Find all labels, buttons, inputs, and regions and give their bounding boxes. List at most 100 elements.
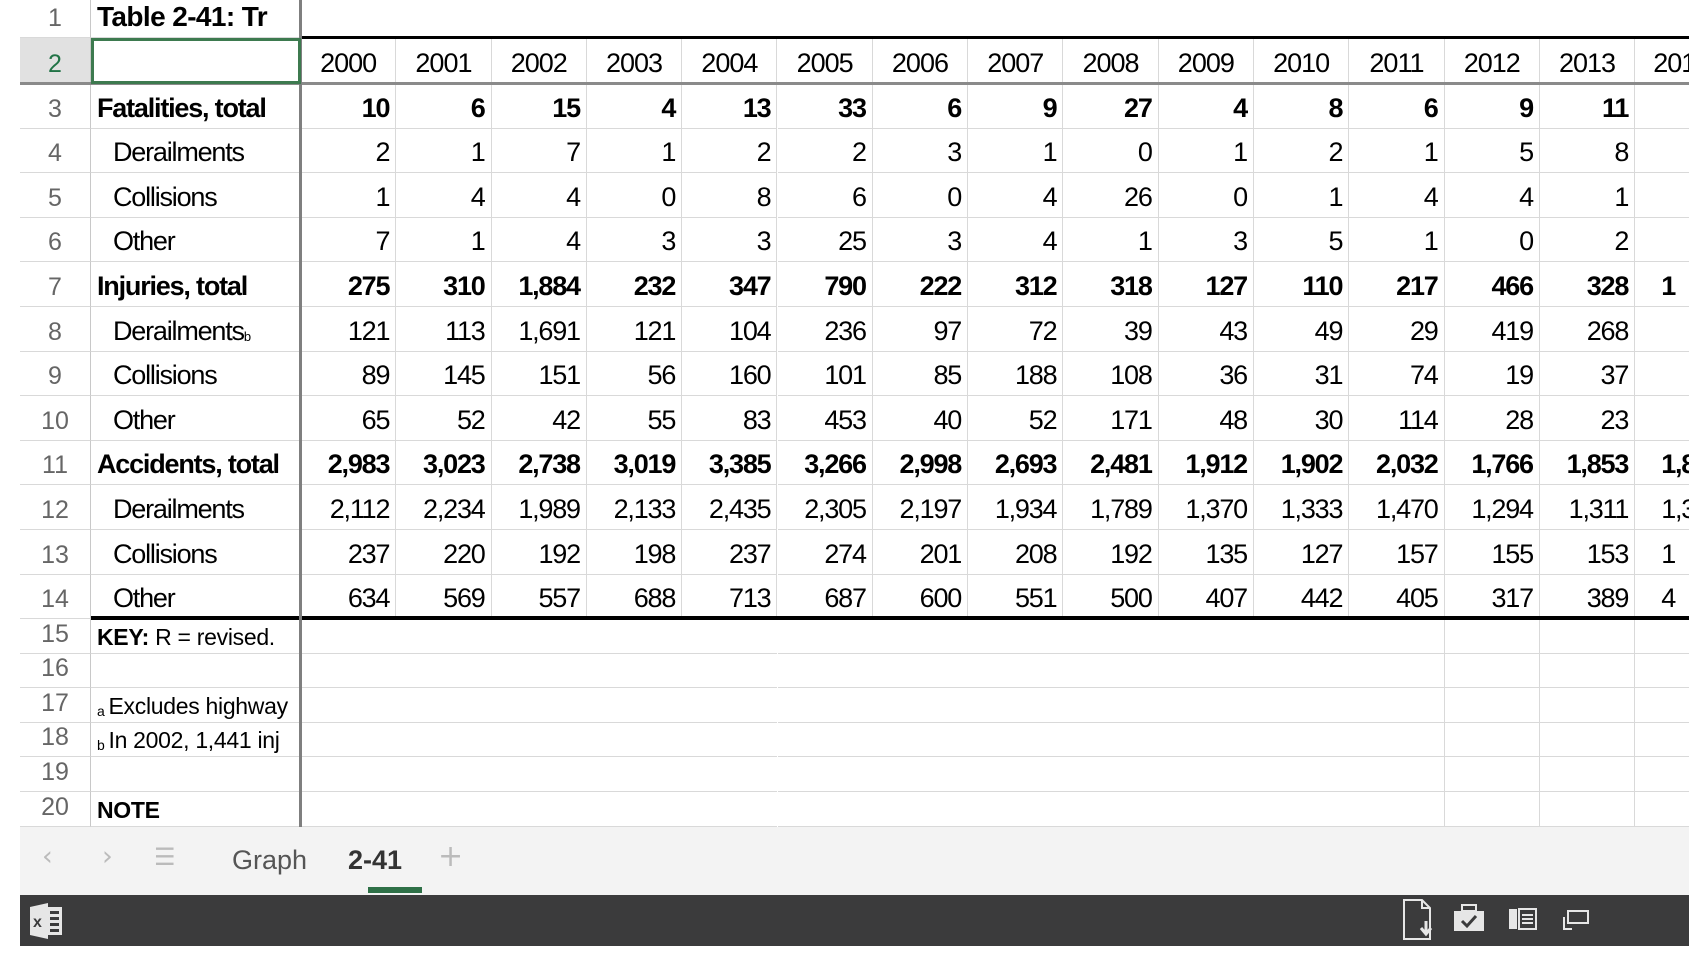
data-cell[interactable] — [777, 619, 873, 654]
data-cell[interactable]: 153 — [1539, 530, 1636, 575]
data-cell[interactable] — [777, 0, 873, 38]
data-cell[interactable]: 127 — [1254, 530, 1350, 575]
data-cell[interactable]: 83 — [682, 396, 778, 441]
data-cell[interactable]: 1 — [301, 173, 397, 218]
data-cell[interactable]: 7 — [301, 217, 397, 263]
cell-a17[interactable]: a Excludes highway — [91, 688, 301, 723]
data-cell[interactable]: 155 — [1444, 530, 1540, 575]
data-cell[interactable]: 268 — [1539, 307, 1636, 352]
year-header[interactable]: 2008 — [1063, 38, 1159, 84]
data-cell[interactable] — [1635, 619, 1689, 654]
data-cell[interactable]: 1,311 — [1539, 485, 1636, 530]
data-cell[interactable] — [491, 688, 587, 723]
row-header[interactable]: 16 — [20, 653, 91, 689]
data-cell[interactable] — [1635, 792, 1689, 827]
cell-a18[interactable]: b In 2002, 1,441 inj — [91, 722, 301, 758]
data-cell[interactable]: 4 — [1158, 84, 1254, 129]
data-cell[interactable] — [968, 792, 1064, 827]
data-cell[interactable] — [1444, 792, 1540, 827]
data-cell[interactable]: 1,853 — [1539, 440, 1636, 486]
data-cell[interactable]: 2 — [1539, 217, 1636, 263]
data-cell[interactable] — [1254, 619, 1350, 654]
selected-cell-a2[interactable] — [91, 38, 301, 84]
data-cell[interactable]: 9 — [1444, 84, 1540, 129]
cell-a8[interactable]: Derailments b — [91, 307, 301, 352]
data-cell[interactable]: 113 — [396, 307, 492, 352]
data-cell[interactable] — [1539, 792, 1636, 827]
data-cell[interactable]: 198 — [586, 530, 683, 575]
data-cell[interactable] — [1349, 653, 1445, 689]
briefcase-check-icon[interactable] — [1452, 903, 1486, 935]
data-cell[interactable]: 49 — [1254, 307, 1350, 352]
data-cell[interactable] — [1063, 654, 1159, 689]
data-cell[interactable] — [491, 0, 587, 38]
row-header[interactable]: 2 — [20, 38, 91, 84]
data-cell[interactable]: 3,019 — [586, 440, 683, 486]
data-cell[interactable]: 347 — [682, 262, 778, 307]
data-cell[interactable]: 1,370 — [1158, 485, 1254, 530]
data-cell[interactable] — [1254, 792, 1350, 827]
data-cell[interactable]: 3 — [586, 217, 683, 263]
data-cell[interactable]: 201 — [872, 530, 969, 575]
data-cell[interactable]: 3,385 — [682, 440, 778, 486]
data-cell[interactable] — [586, 654, 683, 689]
row-header[interactable]: 18 — [20, 722, 91, 758]
tab-2-41[interactable]: 2-41 — [348, 845, 403, 875]
data-cell[interactable]: 237 — [682, 530, 778, 575]
data-cell[interactable]: 104 — [682, 307, 778, 352]
data-cell[interactable] — [1635, 654, 1689, 689]
year-header[interactable]: 2011 — [1349, 38, 1445, 84]
cell-a12[interactable]: Derailments — [91, 485, 301, 530]
data-cell[interactable]: 8 — [1254, 84, 1350, 129]
data-cell[interactable] — [682, 654, 778, 689]
spreadsheet-grid[interactable]: 1 Table 2-41: Tr 2 2000 2001 2002 2003 2004 2005… — [20, 0, 1689, 827]
data-cell[interactable] — [1635, 173, 1689, 218]
data-cell[interactable]: 3 — [872, 128, 969, 174]
data-cell[interactable]: 192 — [491, 530, 587, 575]
data-cell[interactable]: 135 — [1158, 530, 1254, 575]
data-cell[interactable]: 2,234 — [396, 485, 492, 530]
data-cell[interactable]: 2,998 — [872, 440, 969, 486]
data-cell[interactable]: 1,902 — [1254, 440, 1350, 486]
data-cell[interactable] — [1254, 0, 1350, 38]
data-cell[interactable]: 389 — [1539, 574, 1636, 620]
cell-a5[interactable]: Collisions — [91, 173, 301, 218]
data-cell[interactable]: 2,983 — [301, 440, 397, 486]
data-cell[interactable] — [968, 757, 1064, 792]
data-cell[interactable]: 48 — [1158, 396, 1254, 441]
data-cell[interactable]: 275 — [301, 262, 397, 307]
data-cell[interactable]: 237 — [301, 530, 397, 575]
data-cell[interactable] — [1063, 757, 1159, 792]
cell-a11[interactable]: Accidents, total — [91, 440, 301, 486]
data-cell[interactable]: 2,133 — [586, 485, 683, 530]
data-cell[interactable]: 74 — [1349, 351, 1445, 397]
row-header[interactable]: 1 — [20, 0, 91, 38]
data-cell[interactable]: 220 — [396, 530, 492, 575]
data-cell[interactable]: 1,789 — [1063, 485, 1159, 530]
data-cell[interactable]: 1,912 — [1158, 440, 1254, 486]
data-cell[interactable] — [1063, 619, 1159, 654]
data-cell[interactable]: 1,989 — [491, 485, 587, 530]
data-cell[interactable]: 28 — [1444, 396, 1540, 441]
data-cell[interactable] — [1444, 757, 1540, 792]
data-cell[interactable]: 6 — [777, 173, 873, 218]
row-header[interactable]: 7 — [20, 262, 91, 307]
data-cell[interactable] — [1635, 757, 1689, 792]
data-cell[interactable] — [1635, 352, 1689, 397]
data-cell[interactable]: 0 — [872, 173, 969, 218]
data-cell[interactable]: 600 — [872, 574, 969, 620]
data-cell[interactable]: 551 — [968, 574, 1064, 620]
data-cell[interactable] — [682, 619, 778, 654]
data-cell[interactable]: 713 — [682, 574, 778, 620]
data-cell[interactable]: 500 — [1063, 574, 1159, 620]
data-cell[interactable]: 52 — [396, 396, 492, 441]
data-cell[interactable] — [1444, 653, 1540, 689]
data-cell[interactable]: 232 — [586, 262, 683, 307]
data-cell[interactable]: 274 — [777, 530, 873, 575]
data-cell[interactable] — [301, 654, 397, 689]
data-cell[interactable] — [1539, 0, 1636, 38]
cell-a16[interactable] — [91, 653, 301, 689]
data-cell[interactable]: 30 — [1254, 396, 1350, 441]
data-cell[interactable]: 8 — [1539, 128, 1636, 174]
data-cell[interactable]: 1 — [586, 128, 683, 174]
